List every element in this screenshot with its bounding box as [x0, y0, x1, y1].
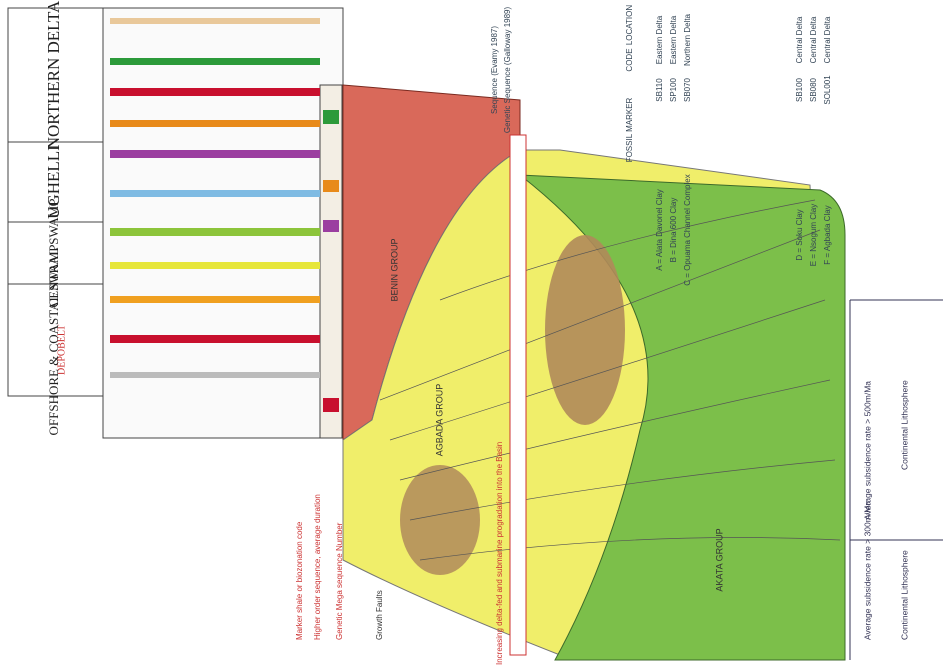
legend-cell: F = Agbada Clay: [823, 205, 832, 264]
strata: [342, 84, 846, 661]
legend-cell: Central Delta: [795, 16, 804, 63]
lithosphere: Continental Lithosphere: [899, 550, 909, 640]
note: Growth Faults: [375, 590, 384, 640]
bottom-panel: [849, 299, 943, 660]
depobelt-title: DEPOBELT: [56, 325, 67, 375]
depobelt-label: OFFSHORE & COASTAL SWAMP: [46, 245, 61, 436]
legend-key: Sequence (Evamy 1987): [490, 26, 499, 114]
legend-cell: SB070: [683, 77, 692, 102]
note: Genetic Mega sequence Number: [335, 522, 344, 640]
depobelt-label: NORTHERN DELTA: [44, 0, 63, 149]
marker-bars: [110, 18, 339, 412]
legend-cell: E = Nsogum Clay: [809, 204, 818, 266]
depobelt-label: CENTRAL SWAMP: [46, 199, 61, 308]
legend-cell: Northern Delta: [683, 13, 692, 66]
legend-cell: SB100: [795, 77, 804, 102]
note: Marker shale or biozonation code: [295, 521, 304, 640]
note: Higher order sequence, average duration: [313, 494, 322, 640]
legend-cell: D = Soku Clay: [795, 209, 804, 260]
legend-cell: SB080: [809, 77, 818, 102]
legend-cell: SOL001: [823, 75, 832, 105]
legend-header: FOSSIL MARKER: [625, 97, 634, 162]
legend-cell: C = Opuama Channel Complex: [683, 174, 692, 285]
legend-header: CODE: [625, 48, 634, 71]
group-label: AKATA GROUP: [714, 528, 724, 591]
group-label: BENIN GROUP: [389, 238, 399, 301]
depobelt-label: UGHELLI: [44, 145, 63, 219]
subsidence: Average subsidence rate > 300m/Ma: [862, 501, 872, 640]
legend-cell: A = Alata Davonel Clay: [655, 189, 664, 271]
subsidence: Average subsidence rate > 500m/Ma: [862, 381, 872, 520]
legend-header: LOCATION: [625, 5, 634, 46]
legend: Sequence (Evamy 1987) Genetic Sequence (…: [490, 5, 634, 163]
legend-key: Genetic Sequence (Galloway 1989): [503, 7, 512, 134]
legend-cell: Central Delta: [809, 16, 818, 63]
legend-cell: SP100: [669, 77, 678, 102]
legend-cell: Eastern Delta: [669, 15, 678, 64]
annotations: Marker shale or biozonation code Higher …: [295, 442, 504, 665]
lithosphere: Continental Lithosphere: [899, 380, 909, 470]
note: Increasing delta-fed and submarine progr…: [495, 442, 504, 665]
group-label: AGBADA GROUP: [434, 384, 444, 457]
legend-cell: SB110: [655, 78, 664, 102]
depobelt-panel: [7, 7, 344, 439]
legend-cell: B = Dina 600 Clay: [669, 198, 678, 263]
legend-cell: Eastern Delta: [655, 15, 664, 64]
legend-cell: Central Delta: [823, 16, 832, 63]
